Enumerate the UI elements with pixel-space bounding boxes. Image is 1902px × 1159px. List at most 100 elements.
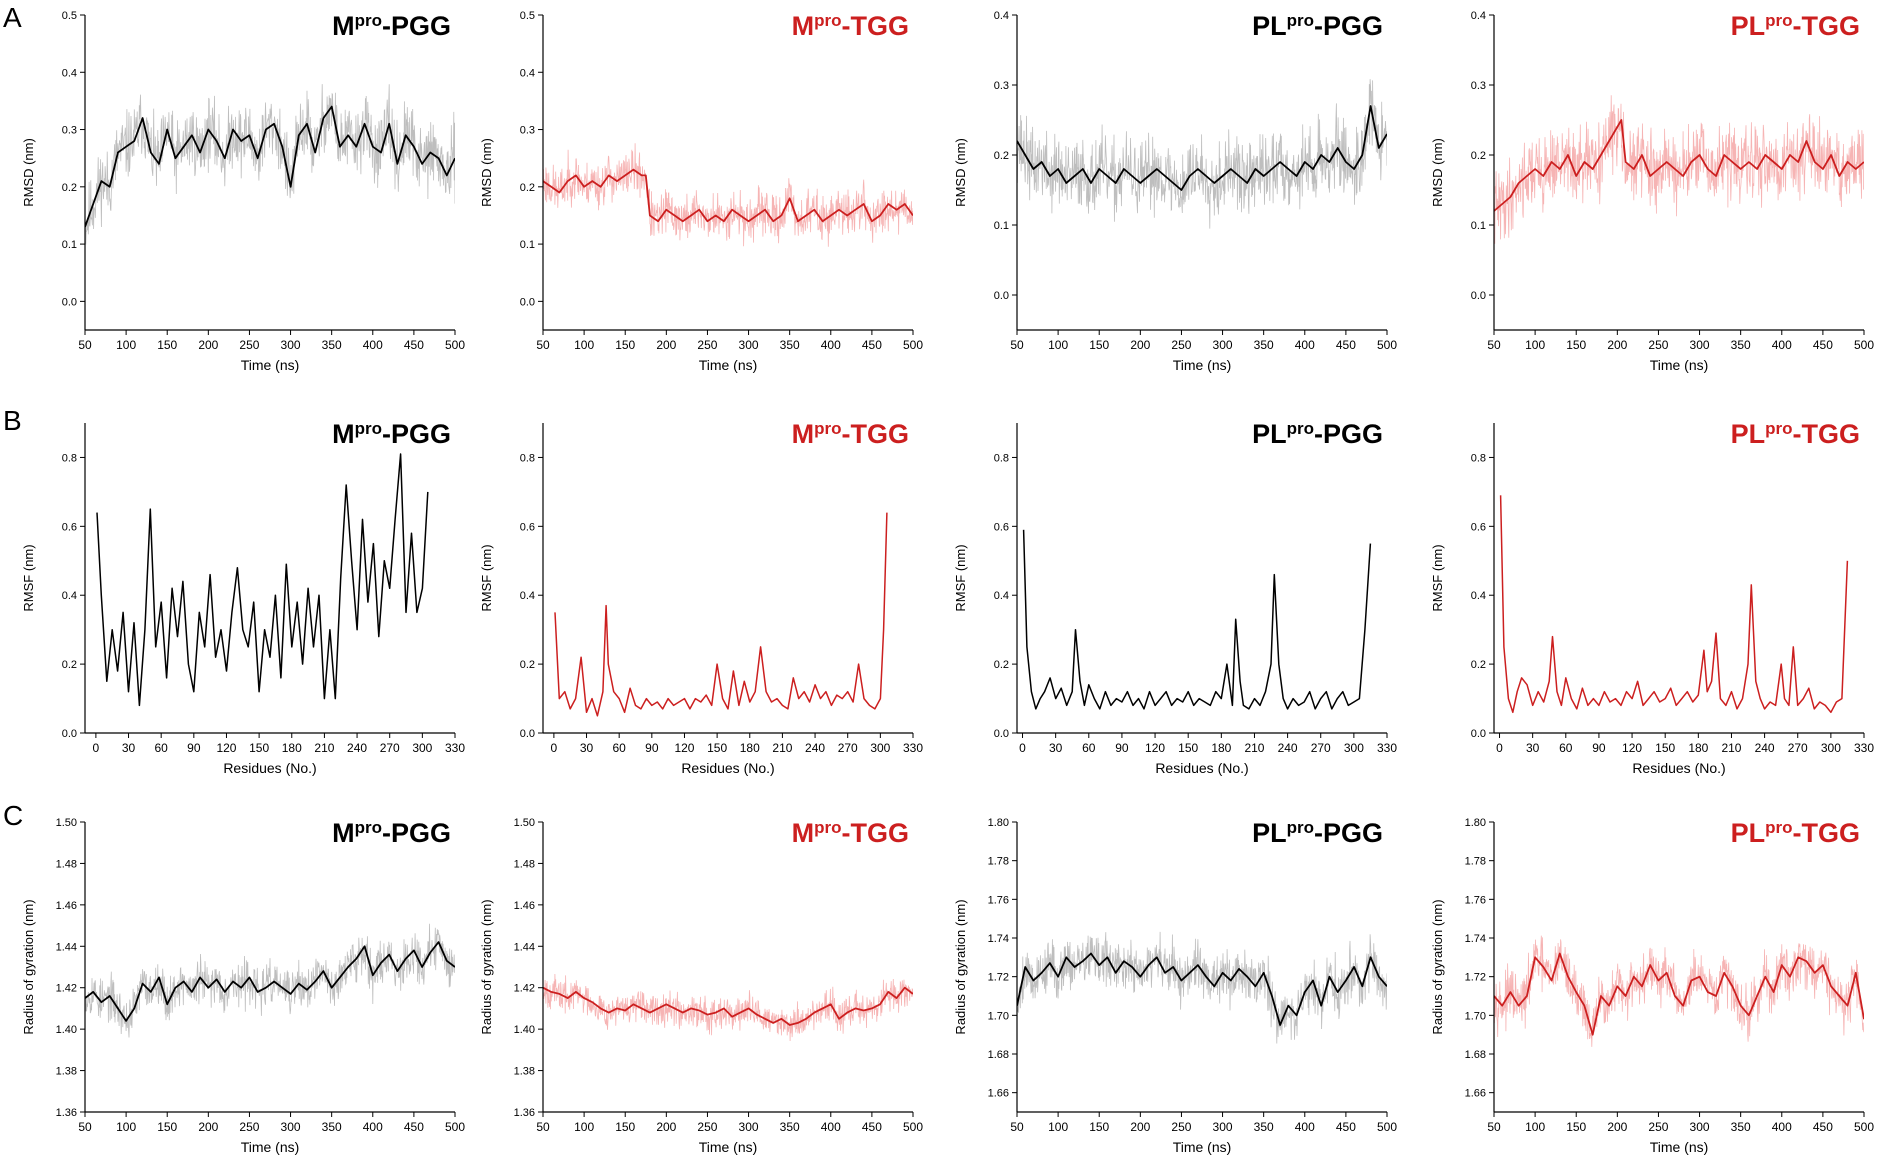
x-axis-label: Residues (No.) [681,760,774,776]
y-tick-label: 0.0 [994,728,1009,740]
y-tick-label: 1.42 [514,983,535,995]
x-tick-label: 120 [674,741,694,755]
y-tick-label: 1.78 [1465,856,1486,868]
y-tick-label: 0.0 [1471,728,1486,740]
x-tick-label: 100 [1048,1120,1068,1134]
y-tick-label: 1.68 [988,1049,1009,1061]
x-tick-label: 330 [1854,741,1874,755]
chart-title-main: M [792,11,815,41]
chart-title-suffix: -PGG [1314,419,1383,449]
y-tick-label: 1.44 [514,941,535,953]
row-label-a: A [3,2,22,33]
series-line [1022,529,1372,710]
x-tick-label: 90 [1592,741,1606,755]
x-tick-label: 350 [1731,338,1751,352]
y-tick-label: 1.78 [988,856,1009,868]
x-tick-label: 400 [1772,338,1792,352]
x-tick-label: 50 [1487,338,1501,352]
chart-title-suffix: -TGG [1793,818,1861,848]
chart-title-main: PL [1252,11,1287,41]
x-tick-label: 450 [1813,1120,1833,1134]
y-tick-label: 0.4 [520,590,535,602]
y-tick-label: 0.0 [62,296,77,308]
y-tick-label: 0.2 [520,659,535,671]
x-tick-label: 50 [1010,338,1024,352]
chart-title-main: M [332,818,355,848]
chart-title: PLpro-PGG [1252,818,1383,848]
x-tick-label: 30 [1049,741,1063,755]
chart-title-main: M [332,11,355,41]
y-axis-label: RMSF (nm) [21,544,36,611]
x-tick-label: 270 [380,741,400,755]
y-tick-label: 1.74 [988,933,1009,945]
x-tick-label: 300 [1213,338,1233,352]
x-tick-label: 350 [780,338,800,352]
y-tick-label: 0.6 [62,521,77,533]
series-line [85,105,455,228]
x-tick-label: 240 [805,741,825,755]
raw-trace-line [1494,95,1864,244]
x-tick-label: 200 [198,1120,218,1134]
series-line [543,168,913,223]
chart-panel-2-4: 0 30 60 90 120 150 180 210 240 270 300 330 0.0 0.2 0.4… [1430,419,1874,776]
chart-title: Mpro-PGG [332,818,451,848]
y-tick-label: 1.44 [56,941,77,953]
y-tick-label: 0.1 [1471,220,1486,232]
chart-title-suffix: -PGG [382,419,451,449]
x-tick-label: 150 [615,1120,635,1134]
chart-title-main: PL [1252,419,1287,449]
x-tick-label: 120 [216,741,236,755]
x-tick-label: 150 [249,741,269,755]
series-line [543,986,913,1026]
x-tick-label: 300 [281,1120,301,1134]
x-tick-label: 350 [1254,1120,1274,1134]
y-tick-label: 0.2 [994,150,1009,162]
x-axis-label: Time (ns) [1173,1139,1232,1155]
y-tick-label: 0.3 [1471,80,1486,92]
x-tick-label: 250 [239,1120,259,1134]
chart-title-superscript: pro [814,818,841,837]
y-tick-label: 0.2 [520,182,535,194]
x-tick-label: 250 [1648,338,1668,352]
x-tick-label: 450 [1813,338,1833,352]
y-tick-label: 0.2 [994,659,1009,671]
x-tick-label: 0 [1496,741,1503,755]
chart-panel-3-4: 50 100 150 200 250 300 350 400 450 500 1.66 1.68 1.7… [1430,817,1874,1155]
y-tick-label: 0.8 [520,452,535,464]
y-axis-label: Radius of gyration (nm) [953,899,968,1034]
x-tick-label: 50 [78,1120,92,1134]
x-tick-label: 300 [1690,1120,1710,1134]
x-tick-label: 0 [551,741,558,755]
x-tick-label: 350 [780,1120,800,1134]
y-tick-label: 0.5 [62,10,77,22]
chart-title-main: M [792,818,815,848]
x-tick-label: 250 [697,338,717,352]
x-tick-label: 400 [821,1120,841,1134]
row-label-c: C [3,800,24,831]
chart-title-main: PL [1731,11,1766,41]
x-tick-label: 330 [903,741,923,755]
x-tick-label: 400 [1295,1120,1315,1134]
chart-title-suffix: -TGG [842,11,910,41]
x-tick-label: 250 [239,338,259,352]
chart-title-main: PL [1252,818,1287,848]
x-tick-label: 350 [322,1120,342,1134]
chart-title-suffix: -PGG [1314,818,1383,848]
x-tick-label: 300 [412,741,432,755]
x-tick-label: 200 [656,338,676,352]
x-tick-label: 150 [1655,741,1675,755]
x-tick-label: 400 [821,338,841,352]
chart-panel-1-1: 50 100 150 200 250 300 350 400 450 500 0.0 0.1 0.2 0.… [21,10,465,373]
y-tick-label: 0.1 [994,220,1009,232]
x-tick-label: 150 [1566,338,1586,352]
raw-trace-line [1017,79,1387,229]
x-tick-label: 90 [187,741,201,755]
y-tick-label: 0.2 [62,182,77,194]
x-tick-label: 210 [772,741,792,755]
x-tick-label: 150 [1089,1120,1109,1134]
y-tick-label: 0.5 [520,10,535,22]
y-tick-label: 0.8 [1471,452,1486,464]
x-axis-label: Time (ns) [699,1139,758,1155]
series-line [1017,952,1387,1026]
chart-title-superscript: pro [1765,818,1792,837]
